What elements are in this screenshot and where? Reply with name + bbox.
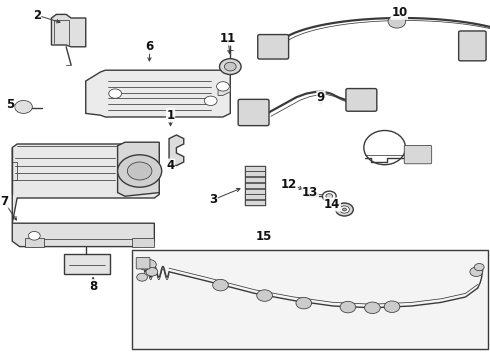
- Circle shape: [343, 208, 346, 211]
- Circle shape: [340, 206, 349, 213]
- Circle shape: [322, 191, 336, 201]
- Circle shape: [140, 263, 149, 270]
- Circle shape: [326, 194, 333, 199]
- Bar: [245, 189, 265, 194]
- Polygon shape: [86, 70, 230, 117]
- Text: 1: 1: [167, 109, 174, 122]
- Text: 13: 13: [302, 186, 318, 199]
- Circle shape: [474, 264, 484, 271]
- Circle shape: [146, 267, 158, 276]
- Text: 7: 7: [0, 195, 8, 208]
- Circle shape: [217, 82, 229, 91]
- Circle shape: [118, 155, 162, 187]
- Bar: [132, 238, 154, 247]
- Text: 2: 2: [33, 9, 41, 22]
- Circle shape: [365, 302, 380, 314]
- Circle shape: [336, 203, 353, 216]
- Circle shape: [127, 162, 152, 180]
- FancyBboxPatch shape: [258, 35, 289, 59]
- Bar: [245, 171, 265, 176]
- Polygon shape: [12, 144, 159, 223]
- Text: 15: 15: [255, 230, 272, 243]
- Text: 5: 5: [6, 98, 14, 111]
- Text: 14: 14: [324, 198, 341, 211]
- Bar: [245, 177, 265, 182]
- Circle shape: [15, 100, 32, 113]
- Text: 8: 8: [89, 280, 97, 293]
- Polygon shape: [169, 135, 184, 166]
- FancyBboxPatch shape: [136, 257, 150, 269]
- Circle shape: [137, 273, 147, 281]
- Circle shape: [296, 297, 312, 309]
- Text: 9: 9: [317, 91, 325, 104]
- FancyBboxPatch shape: [346, 89, 377, 111]
- Text: 3: 3: [209, 193, 217, 206]
- Bar: [245, 200, 265, 205]
- Circle shape: [470, 267, 483, 276]
- Circle shape: [340, 301, 356, 313]
- FancyBboxPatch shape: [404, 145, 432, 164]
- Bar: [245, 183, 265, 188]
- Circle shape: [143, 260, 156, 270]
- Circle shape: [384, 301, 400, 312]
- Polygon shape: [218, 82, 230, 95]
- Polygon shape: [51, 14, 86, 47]
- Circle shape: [204, 96, 217, 105]
- Polygon shape: [12, 223, 154, 247]
- Bar: [245, 166, 265, 171]
- Circle shape: [257, 290, 272, 301]
- Text: 11: 11: [220, 32, 236, 45]
- Bar: [132, 250, 488, 349]
- Text: 10: 10: [391, 6, 408, 19]
- Circle shape: [213, 279, 228, 291]
- FancyBboxPatch shape: [459, 31, 486, 61]
- Text: 12: 12: [281, 178, 297, 191]
- Polygon shape: [118, 142, 159, 196]
- Text: 6: 6: [146, 40, 153, 53]
- Circle shape: [109, 89, 122, 98]
- Circle shape: [220, 59, 241, 75]
- Circle shape: [388, 15, 406, 28]
- Text: 4: 4: [167, 159, 174, 172]
- Circle shape: [28, 231, 40, 240]
- Bar: [245, 194, 265, 199]
- Circle shape: [224, 62, 236, 71]
- Bar: [64, 254, 110, 274]
- FancyBboxPatch shape: [238, 99, 269, 126]
- Bar: [24, 238, 44, 247]
